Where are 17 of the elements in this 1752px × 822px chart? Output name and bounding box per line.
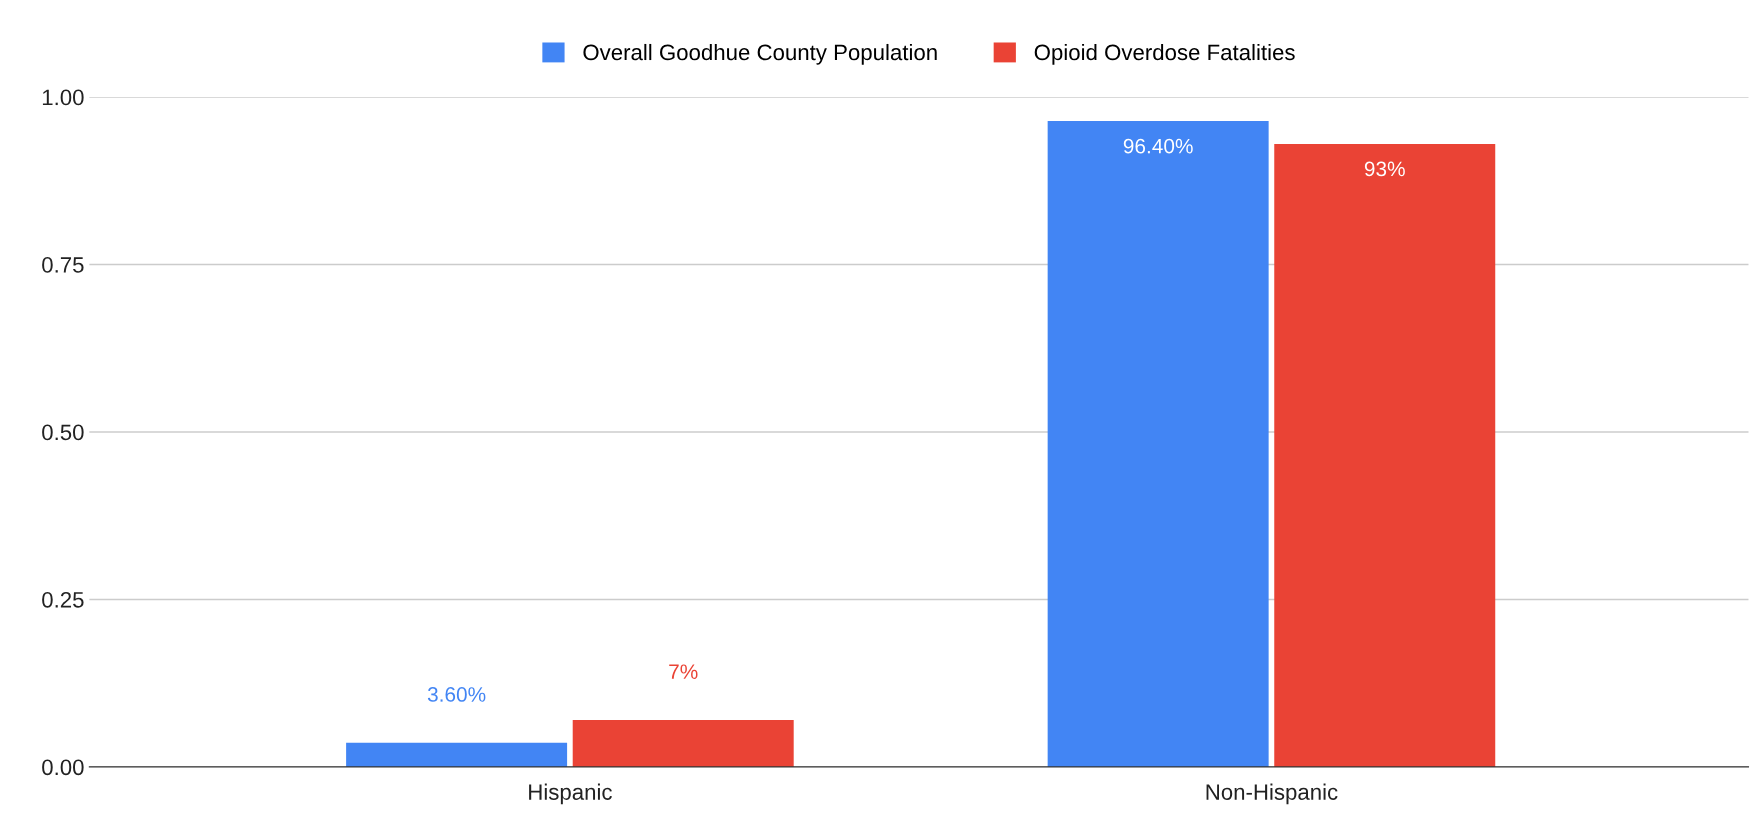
legend-label: Overall Goodhue County Population [583, 43, 937, 65]
y-tick-label: 0.50 [42, 424, 84, 441]
bar [572, 720, 794, 767]
legend-label: Opioid Overdose Fatalities [1034, 43, 1295, 65]
data-label: 3.60% [427, 687, 486, 702]
bar [1274, 143, 1496, 767]
x-tick-label: Non-Hispanic [1206, 783, 1338, 805]
bar [1047, 121, 1269, 767]
data-label: 93% [1364, 161, 1405, 177]
data-label: 7% [669, 664, 698, 679]
y-tick-label: 0.00 [42, 759, 84, 776]
y-tick-label: 0.25 [42, 591, 84, 608]
x-tick-label: Hispanic [529, 783, 612, 805]
data-label: 96.40% [1123, 138, 1193, 154]
bar [346, 742, 568, 767]
y-tick-label: 0.75 [42, 257, 84, 273]
y-tick-label: 1.00 [42, 89, 84, 106]
